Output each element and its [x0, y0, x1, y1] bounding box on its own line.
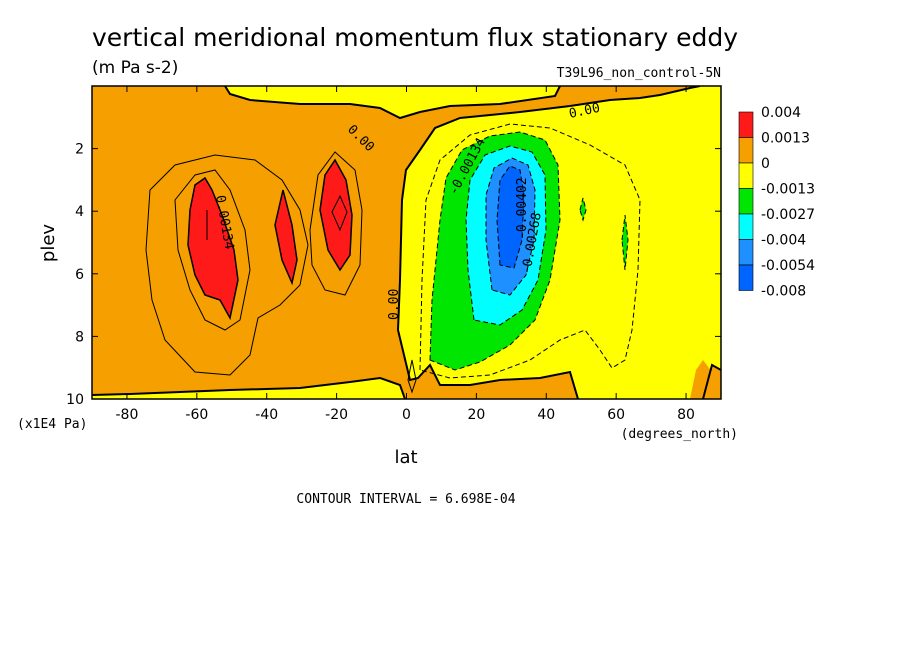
region-pos-sh-3 — [320, 160, 352, 270]
x-tick-label: 0 — [402, 407, 411, 423]
contour-pos-sh-3 — [319, 158, 353, 272]
region-zero-top — [225, 86, 560, 118]
contour-zero-top — [224, 86, 561, 120]
legend-label: -0.004 — [761, 233, 806, 249]
color-legend: 0.004 0.0013 0 -0.0013 -0.0027 -0.004 -0.0054 -… — [738, 105, 815, 300]
legend-label: -0.008 — [761, 284, 806, 300]
contour-neg-outer — [419, 123, 641, 379]
legend-label: -0.0013 — [761, 182, 815, 198]
contour-pos-sh-inner — [174, 169, 251, 331]
contour-neg-spot-50n — [579, 197, 587, 222]
x-tick-label: 80 — [677, 407, 695, 423]
contour-pos-eq-blip — [407, 359, 417, 394]
legend-label: 0 — [761, 156, 770, 172]
x-tick-label: -60 — [185, 407, 208, 423]
y-units-label: (x1E4 Pa) — [17, 417, 87, 432]
contour-lines — [92, 86, 721, 399]
contour-interval: CONTOUR INTERVAL = 6.698E-04 — [296, 492, 515, 507]
x-units-label: (degrees_north) — [621, 427, 738, 442]
contour-pos-sh-1 — [187, 176, 239, 321]
legend-swatch — [738, 213, 754, 240]
region-pos-sh-2 — [275, 190, 297, 283]
legend-swatch — [738, 162, 754, 189]
x-tick-label: -20 — [325, 407, 348, 423]
legend-swatch — [738, 264, 754, 291]
contour-pos-sh-3-outer — [309, 151, 363, 296]
contour-zero-bottom — [92, 376, 406, 399]
legend-swatch — [738, 111, 754, 138]
contour-zero-main — [396, 86, 701, 399]
region-pos-sh-1 — [188, 178, 238, 318]
contour-pos-sh-2 — [274, 189, 298, 286]
legend-swatch — [738, 239, 754, 266]
y-tick-label: 10 — [66, 392, 84, 408]
contour-pos-sh-3-core — [331, 194, 348, 232]
y-axis-label: plev — [38, 224, 59, 263]
region-neg-008 — [497, 166, 524, 268]
x-axis: -80 -60 -40 -20 0 20 40 60 80 — [116, 86, 695, 423]
legend-label: 0.004 — [761, 105, 801, 121]
y-tick-label: 4 — [75, 204, 84, 220]
legend-swatch — [738, 188, 754, 215]
x-tick-label: 40 — [537, 407, 555, 423]
y-tick-label: 8 — [75, 329, 84, 345]
contour-label: 0.00 — [568, 101, 602, 122]
chart-title: vertical meridional momentum flux statio… — [92, 23, 738, 52]
x-axis-label: lat — [394, 447, 417, 468]
region-positive-nh-blip — [690, 360, 715, 399]
legend-label: -0.0027 — [761, 207, 815, 223]
contour-neg-spot-60n — [621, 214, 629, 271]
contour-label: -0.00402 — [515, 177, 530, 240]
contour-pos-sh-outer — [145, 154, 309, 376]
y-axis: 2 4 6 8 10 — [66, 142, 721, 408]
x-tick-label: -80 — [116, 407, 139, 423]
contour-neg-0027 — [465, 145, 547, 326]
dataset-label: T39L96_non_control-5N — [557, 66, 721, 81]
chart-units: (m Pa s-2) — [92, 58, 178, 78]
contour-neg-004 — [485, 157, 536, 296]
legend-swatch — [738, 137, 754, 164]
y-tick-label: 2 — [75, 142, 84, 158]
region-zero-bottom — [92, 378, 405, 399]
x-tick-label: -40 — [255, 407, 278, 423]
contour-neg-0054 — [496, 165, 525, 269]
contour-label: 0.00 — [387, 289, 402, 320]
y-tick-label: 6 — [75, 267, 84, 283]
x-tick-label: 20 — [467, 407, 485, 423]
contour-neg-0013 — [429, 131, 561, 371]
x-tick-label: 60 — [607, 407, 625, 423]
legend-label: 0.0013 — [761, 131, 810, 147]
contour-zero-nh-edge — [702, 363, 721, 399]
legend-label: -0.0054 — [761, 258, 815, 274]
